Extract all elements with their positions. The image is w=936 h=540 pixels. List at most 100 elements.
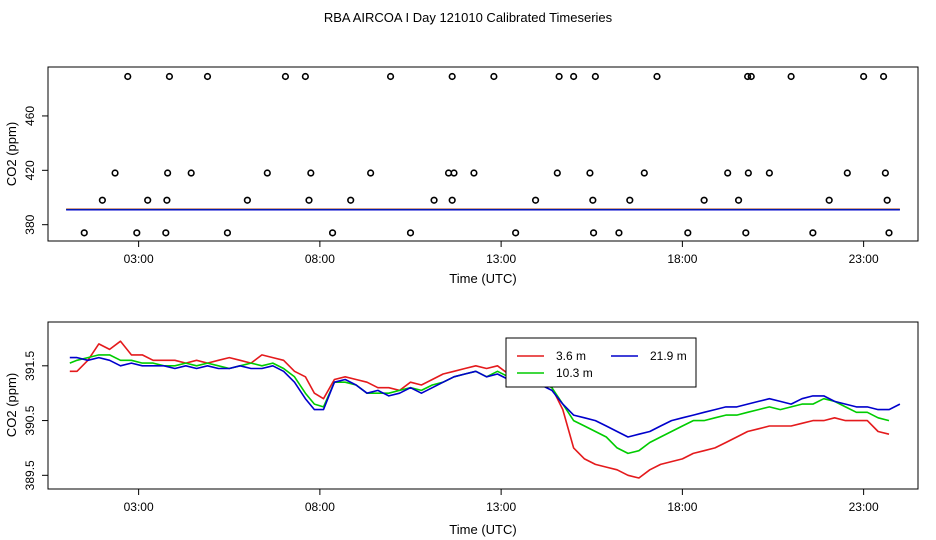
data-point (187, 169, 195, 177)
bot-y-tick-label: 391.5 (23, 350, 37, 380)
top-plot-frame (47, 66, 919, 242)
data-point (301, 72, 309, 81)
bot-x-tick-label: 23:00 (849, 500, 879, 514)
bot-x-tick-label: 08:00 (305, 500, 335, 514)
bot-y-tick-label: 390.5 (23, 405, 37, 435)
data-point (163, 196, 171, 204)
top-y-tick-label: 420 (23, 160, 37, 180)
data-point (133, 229, 141, 237)
top-x-tick-label: 08:00 (305, 252, 335, 266)
figure-title: RBA AIRCOA I Day 121010 Calibrated Times… (324, 10, 613, 25)
top-x-tick-label: 03:00 (124, 252, 154, 266)
data-point (281, 72, 290, 81)
data-point (243, 196, 251, 204)
bottom-x-axis-label: Time (UTC) (449, 522, 516, 537)
data-point (164, 169, 172, 177)
data-point (448, 196, 456, 204)
top-y-tick-label: 460 (23, 106, 37, 126)
data-point (570, 72, 578, 81)
data-point (626, 196, 634, 204)
series-line-10-3-m (69, 354, 890, 455)
data-point (531, 196, 540, 204)
data-point (747, 72, 755, 81)
data-point (386, 72, 395, 81)
data-point (734, 196, 743, 204)
data-point (787, 72, 795, 81)
series-line-3-6-m (69, 340, 890, 479)
data-point (124, 72, 132, 81)
data-point (744, 72, 752, 81)
data-point (591, 72, 599, 81)
data-point (430, 196, 438, 204)
legend-label-3-6m: 3.6 m (556, 349, 586, 363)
data-point (809, 229, 817, 237)
data-point (406, 229, 415, 237)
top-y-axis-label: CO2 (ppm) (4, 122, 19, 186)
data-point (881, 169, 889, 177)
bottom-y-axis-label: CO2 (ppm) (4, 373, 19, 437)
data-point (586, 169, 594, 177)
data-point (305, 196, 313, 204)
top-x-axis: 03:00 08:00 13:00 18:00 23:00 (124, 241, 879, 266)
data-point (724, 169, 732, 177)
top-y-tick-label: 380 (23, 214, 37, 234)
bottom-x-axis: 03:00 08:00 13:00 18:00 23:00 (124, 489, 879, 514)
data-point (165, 72, 174, 81)
data-point (700, 196, 708, 204)
data-point (555, 72, 563, 81)
data-point (223, 229, 232, 237)
bot-x-tick-label: 13:00 (486, 500, 516, 514)
data-point (144, 196, 152, 204)
data-point (615, 229, 623, 237)
top-chart: 03:00 08:00 13:00 18:00 23:00 380 420 460 Time… (4, 66, 919, 286)
top-x-axis-label: Time (UTC) (449, 271, 516, 286)
data-point (490, 72, 498, 81)
data-point (367, 169, 375, 177)
legend-label-10-3m: 10.3 m (556, 366, 593, 380)
data-point (885, 229, 893, 237)
data-point (80, 229, 88, 237)
bot-x-tick-label: 18:00 (667, 500, 697, 514)
data-point (98, 196, 106, 204)
data-point (653, 72, 661, 81)
bottom-plot-frame (47, 321, 919, 490)
data-point (553, 169, 561, 177)
data-point (879, 72, 888, 81)
data-point (450, 169, 458, 177)
data-point (589, 196, 597, 204)
data-point (684, 229, 692, 237)
top-x-tick-label: 18:00 (667, 252, 697, 266)
data-point (470, 169, 478, 177)
bot-y-tick-label: 389.5 (23, 460, 37, 490)
data-point (162, 229, 170, 237)
data-point (883, 196, 891, 204)
data-point (742, 229, 750, 237)
top-scatter-points (80, 72, 893, 237)
top-series-lines (66, 208, 900, 211)
data-point (263, 169, 271, 177)
data-point (203, 72, 212, 81)
data-point (765, 169, 773, 177)
data-point (843, 169, 851, 177)
data-point (640, 169, 648, 177)
series-line-21-9-m (69, 356, 901, 438)
data-point (347, 196, 355, 204)
bottom-y-axis: 389.5 390.5 391.5 (23, 350, 48, 490)
top-x-tick-label: 23:00 (849, 252, 879, 266)
data-point (111, 169, 119, 177)
data-point (744, 169, 752, 177)
bottom-series-lines (69, 340, 901, 479)
data-point (448, 72, 456, 81)
bottom-chart: 03:00 08:00 13:00 18:00 23:00 389.5 390.5 391.… (4, 321, 919, 537)
legend: 3.6 m 21.9 m 10.3 m (505, 337, 697, 388)
data-point (307, 169, 315, 177)
data-point (825, 196, 833, 204)
bot-x-tick-label: 03:00 (124, 500, 154, 514)
legend-box (505, 337, 697, 388)
data-point (328, 229, 337, 237)
data-point (512, 229, 520, 237)
legend-label-21-9m: 21.9 m (650, 349, 687, 363)
top-y-axis: 380 420 460 (23, 106, 48, 235)
data-point (860, 72, 868, 81)
